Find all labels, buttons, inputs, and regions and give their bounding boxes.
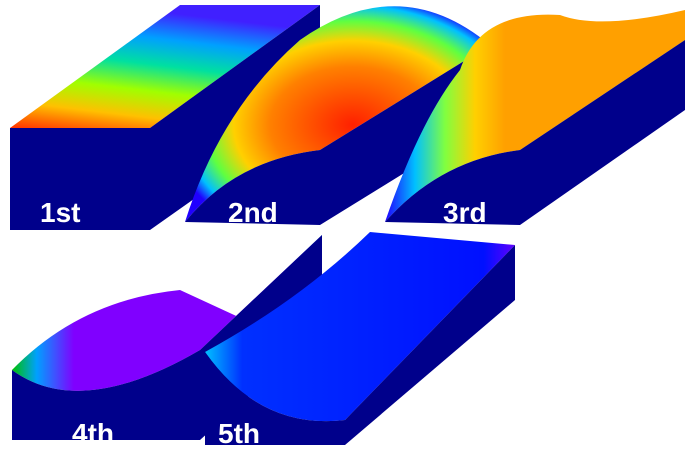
front-face	[385, 150, 520, 225]
front-face	[10, 128, 150, 230]
top-face	[385, 10, 685, 222]
mode-label: 1st	[40, 197, 80, 228]
side-face	[520, 40, 685, 225]
top-face	[12, 235, 322, 391]
front-face	[12, 350, 200, 440]
mode-5: 5th	[205, 232, 515, 449]
top-face	[10, 5, 320, 128]
mode-label: 2nd	[228, 197, 278, 228]
mode-label: 3rd	[443, 197, 487, 228]
side-face	[345, 245, 515, 445]
mode-2: 2nd	[185, 6, 490, 228]
front-face	[185, 150, 320, 225]
mode-label: 4th	[72, 418, 114, 449]
mode-3: 3rd	[385, 10, 685, 228]
mode-label: 5th	[218, 418, 260, 449]
front-face	[205, 352, 345, 445]
top-face	[185, 6, 490, 223]
top-face	[205, 232, 515, 422]
